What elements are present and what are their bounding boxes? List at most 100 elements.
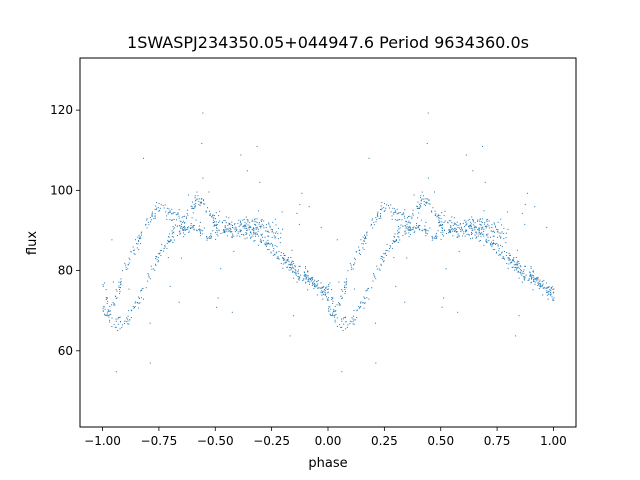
data-point — [172, 241, 174, 243]
data-point — [425, 202, 427, 204]
data-point — [345, 281, 347, 283]
data-point — [455, 231, 457, 233]
data-point — [222, 222, 223, 224]
data-point — [154, 215, 156, 217]
data-point — [184, 222, 186, 223]
data-point — [192, 226, 194, 228]
data-point — [366, 288, 368, 290]
y-tick-label: 80 — [58, 264, 73, 278]
data-point — [418, 225, 420, 227]
data-point — [470, 232, 472, 233]
data-point — [102, 306, 104, 308]
data-point — [314, 286, 316, 288]
data-point — [238, 226, 240, 228]
data-point — [200, 229, 202, 231]
data-point — [393, 240, 395, 242]
data-point — [509, 255, 511, 256]
data-point — [214, 223, 216, 225]
data-point — [420, 219, 422, 221]
data-point — [501, 246, 503, 248]
data-point — [271, 231, 273, 233]
data-point — [163, 250, 165, 252]
data-point — [273, 232, 275, 234]
data-point — [496, 242, 498, 244]
data-point — [282, 267, 284, 269]
data-point — [335, 313, 337, 315]
data-point — [434, 191, 435, 193]
data-point — [355, 251, 357, 253]
data-point — [253, 240, 255, 242]
data-point — [477, 229, 479, 231]
data-point — [546, 287, 548, 289]
data-point — [467, 219, 469, 221]
data-point — [399, 227, 401, 229]
data-point — [362, 302, 364, 304]
data-point — [470, 225, 472, 227]
data-point — [182, 220, 184, 222]
data-point — [284, 259, 286, 261]
data-point — [125, 321, 127, 323]
data-point — [292, 260, 294, 262]
data-point — [397, 219, 399, 221]
data-point — [186, 217, 187, 219]
data-point — [546, 290, 548, 292]
data-point — [151, 213, 153, 215]
data-point — [170, 240, 172, 241]
data-point — [336, 317, 338, 319]
data-point — [277, 257, 279, 259]
data-point — [245, 223, 247, 225]
data-point — [376, 265, 378, 267]
data-point — [178, 217, 180, 219]
data-point — [317, 283, 319, 285]
data-point — [269, 225, 271, 227]
data-point — [399, 212, 401, 213]
data-point — [228, 222, 230, 224]
data-point — [546, 291, 548, 293]
data-point — [150, 265, 152, 267]
data-point — [171, 230, 173, 232]
data-point — [393, 241, 395, 243]
data-point — [412, 228, 414, 230]
data-point — [201, 202, 203, 204]
data-point — [472, 170, 474, 172]
data-point — [234, 223, 236, 224]
data-point — [503, 238, 505, 240]
data-point — [495, 225, 496, 227]
data-point — [458, 250, 460, 252]
data-point — [105, 315, 107, 316]
data-point — [471, 216, 473, 218]
data-point — [118, 281, 120, 283]
data-point — [232, 227, 233, 228]
data-point — [169, 210, 171, 212]
data-point — [195, 198, 197, 200]
data-point — [518, 262, 520, 264]
data-point — [145, 224, 146, 226]
data-point — [457, 227, 459, 228]
data-point — [441, 221, 443, 223]
data-point — [209, 214, 211, 216]
data-point — [469, 218, 471, 220]
data-point — [307, 280, 309, 282]
data-point — [492, 249, 494, 250]
data-point — [106, 315, 108, 317]
data-point — [519, 265, 521, 267]
data-point — [465, 154, 467, 156]
data-point — [415, 228, 417, 229]
data-point — [358, 246, 360, 248]
data-point — [248, 227, 250, 229]
data-point — [290, 263, 292, 265]
data-point — [323, 290, 325, 292]
data-point — [191, 227, 193, 229]
data-point — [464, 226, 465, 228]
data-point — [199, 221, 201, 223]
data-point — [452, 235, 454, 237]
data-point — [350, 264, 352, 266]
data-point — [368, 298, 370, 300]
data-point — [423, 228, 425, 230]
data-point — [282, 228, 284, 230]
data-point — [533, 279, 534, 281]
data-point — [365, 236, 366, 238]
data-point — [419, 206, 421, 208]
data-point — [484, 181, 486, 183]
data-point — [278, 258, 280, 260]
